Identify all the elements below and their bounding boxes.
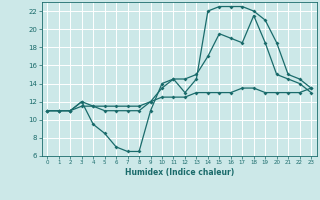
X-axis label: Humidex (Indice chaleur): Humidex (Indice chaleur) [124, 168, 234, 177]
